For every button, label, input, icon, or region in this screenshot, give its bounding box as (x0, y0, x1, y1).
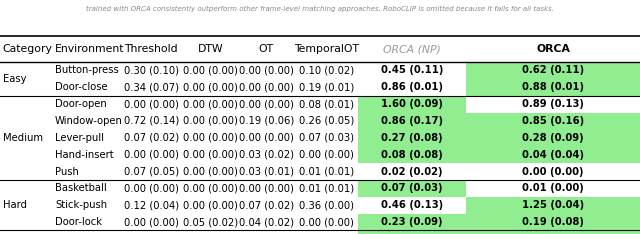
Text: 0.12 (0.04): 0.12 (0.04) (124, 200, 179, 210)
Text: trained with ORCA consistently outperform other frame-level matching approaches.: trained with ORCA consistently outperfor… (86, 6, 554, 12)
Text: 0.28 (0.09): 0.28 (0.09) (522, 133, 584, 143)
Text: 0.00 (0.00): 0.00 (0.00) (183, 150, 237, 160)
Text: 0.03 (0.01): 0.03 (0.01) (239, 167, 294, 176)
Text: 0.19 (0.08): 0.19 (0.08) (522, 217, 584, 227)
Text: 0.01 (0.01): 0.01 (0.01) (299, 183, 354, 193)
Text: 0.00 (0.00): 0.00 (0.00) (183, 133, 237, 143)
Text: 0.03 (0.02): 0.03 (0.02) (239, 150, 294, 160)
Text: 0.34 (0.07): 0.34 (0.07) (124, 82, 179, 92)
Text: 0.07 (0.03): 0.07 (0.03) (381, 183, 443, 193)
Text: 0.04 (0.04): 0.04 (0.04) (522, 150, 584, 160)
Text: 0.00 (0.00): 0.00 (0.00) (299, 217, 354, 227)
Text: 0.00 (0.00): 0.00 (0.00) (183, 116, 237, 126)
Bar (466, 113, 640, 129)
Text: Door-open: Door-open (55, 99, 107, 109)
Text: 0.00 (0.00): 0.00 (0.00) (124, 183, 179, 193)
Text: 0.10 (0.02): 0.10 (0.02) (299, 66, 354, 75)
Text: 0.00 (0.00): 0.00 (0.00) (124, 99, 179, 109)
Bar (466, 79, 640, 96)
Text: 0.00 (0.00): 0.00 (0.00) (522, 167, 584, 176)
Text: Stick-push: Stick-push (55, 200, 107, 210)
Text: Environment: Environment (55, 44, 125, 54)
Text: ORCA: ORCA (536, 44, 570, 54)
Text: 0.07 (0.02): 0.07 (0.02) (124, 133, 179, 143)
Text: Door-close: Door-close (55, 82, 108, 92)
Text: 0.00 (0.00): 0.00 (0.00) (239, 66, 294, 75)
Text: 0.26 (0.05): 0.26 (0.05) (299, 116, 354, 126)
Text: 0.27 (0.08): 0.27 (0.08) (381, 133, 443, 143)
Text: Category: Category (3, 44, 52, 54)
Text: 0.00 (0.00): 0.00 (0.00) (183, 183, 237, 193)
Text: 0.19 (0.06): 0.19 (0.06) (239, 116, 294, 126)
Text: 0.00 (0.00): 0.00 (0.00) (124, 217, 179, 227)
Bar (466, 230, 640, 234)
Text: 0.08 (0.08): 0.08 (0.08) (381, 150, 443, 160)
Bar (466, 146, 640, 163)
Text: TemporalOT: TemporalOT (294, 44, 359, 54)
Text: ORCA (NP): ORCA (NP) (383, 44, 441, 54)
Text: 0.02 (0.02): 0.02 (0.02) (381, 167, 443, 176)
Text: 0.00 (0.00): 0.00 (0.00) (183, 66, 237, 75)
Text: 0.30 (0.10): 0.30 (0.10) (124, 66, 179, 75)
Text: 0.08 (0.01): 0.08 (0.01) (299, 99, 354, 109)
Text: 0.23 (0.09): 0.23 (0.09) (381, 217, 443, 227)
Text: 0.00 (0.00): 0.00 (0.00) (239, 99, 294, 109)
Text: 0.04 (0.02): 0.04 (0.02) (239, 217, 294, 227)
Text: 0.46 (0.13): 0.46 (0.13) (381, 200, 444, 210)
Text: Button-press: Button-press (55, 66, 119, 75)
Text: 0.05 (0.02): 0.05 (0.02) (182, 217, 238, 227)
Text: OT: OT (259, 44, 274, 54)
Text: Hand-insert: Hand-insert (55, 150, 114, 160)
Bar (358, 129, 466, 146)
Bar (358, 214, 466, 230)
Text: Door-lock: Door-lock (55, 217, 102, 227)
Text: 1.60 (0.09): 1.60 (0.09) (381, 99, 443, 109)
Text: Push: Push (55, 167, 79, 176)
Text: 0.00 (0.00): 0.00 (0.00) (239, 82, 294, 92)
Text: 0.00 (0.00): 0.00 (0.00) (124, 150, 179, 160)
Text: 0.01 (0.00): 0.01 (0.00) (522, 183, 584, 193)
Text: Window-open: Window-open (55, 116, 123, 126)
Bar (358, 146, 466, 163)
Text: 0.85 (0.16): 0.85 (0.16) (522, 116, 584, 126)
Text: 0.07 (0.05): 0.07 (0.05) (124, 167, 179, 176)
Text: 0.00 (0.00): 0.00 (0.00) (183, 167, 237, 176)
Bar (358, 113, 466, 129)
Text: 0.86 (0.01): 0.86 (0.01) (381, 82, 443, 92)
Bar (466, 214, 640, 230)
Text: 0.86 (0.17): 0.86 (0.17) (381, 116, 443, 126)
Text: 0.07 (0.03): 0.07 (0.03) (299, 133, 354, 143)
Text: 0.36 (0.00): 0.36 (0.00) (299, 200, 354, 210)
Bar (358, 96, 466, 113)
Bar (358, 180, 466, 197)
Text: 0.00 (0.00): 0.00 (0.00) (183, 200, 237, 210)
Text: 0.00 (0.00): 0.00 (0.00) (183, 82, 237, 92)
Text: 0.00 (0.00): 0.00 (0.00) (183, 99, 237, 109)
Text: 0.00 (0.00): 0.00 (0.00) (299, 150, 354, 160)
Text: 0.89 (0.13): 0.89 (0.13) (522, 99, 584, 109)
Text: 0.62 (0.11): 0.62 (0.11) (522, 66, 584, 75)
Text: DTW: DTW (197, 44, 223, 54)
Text: 0.00 (0.00): 0.00 (0.00) (239, 133, 294, 143)
Text: 1.25 (0.04): 1.25 (0.04) (522, 200, 584, 210)
Text: Lever-pull: Lever-pull (55, 133, 104, 143)
Text: Hard: Hard (3, 200, 27, 210)
Text: Threshold: Threshold (125, 44, 178, 54)
Text: 0.19 (0.01): 0.19 (0.01) (299, 82, 354, 92)
Text: 0.45 (0.11): 0.45 (0.11) (381, 66, 444, 75)
Text: 0.01 (0.01): 0.01 (0.01) (299, 167, 354, 176)
Bar (358, 230, 466, 234)
Text: Easy: Easy (3, 74, 26, 84)
Text: 0.72 (0.14): 0.72 (0.14) (124, 116, 179, 126)
Text: 0.88 (0.01): 0.88 (0.01) (522, 82, 584, 92)
Text: Medium: Medium (3, 133, 42, 143)
Text: Basketball: Basketball (55, 183, 107, 193)
Text: 0.00 (0.00): 0.00 (0.00) (239, 183, 294, 193)
Bar (466, 62, 640, 79)
Bar (466, 197, 640, 214)
Bar (466, 129, 640, 146)
Text: 0.07 (0.02): 0.07 (0.02) (239, 200, 294, 210)
